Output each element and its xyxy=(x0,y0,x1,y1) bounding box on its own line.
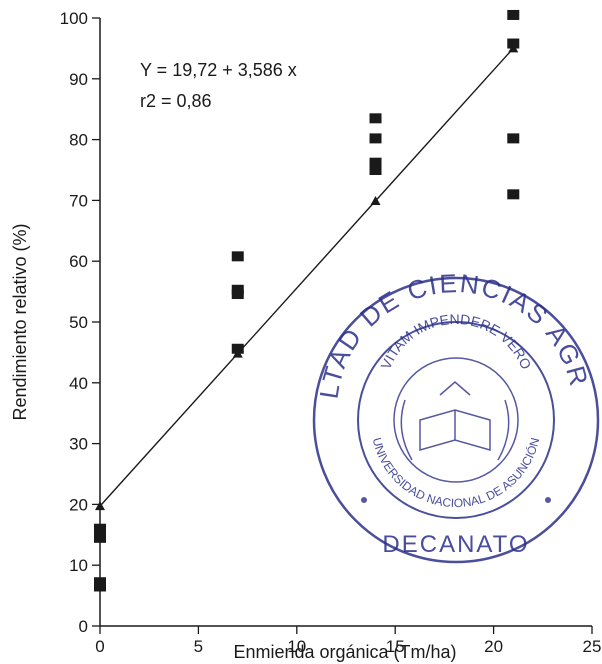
ticks: 0 10 20 30 40 50 60 70 80 90 100 0 5 10 15 20 25 xyxy=(60,9,602,656)
regression-line xyxy=(99,47,514,507)
x-tick-label: 20 xyxy=(484,637,503,656)
y-tick-label: 30 xyxy=(69,435,88,454)
data-points xyxy=(94,9,520,592)
fitted-point-marker xyxy=(508,43,519,53)
fitted-point-marker xyxy=(232,348,243,358)
y-tick-label: 100 xyxy=(60,9,88,28)
y-tick-label: 20 xyxy=(69,495,88,514)
svg-text:DECANATO: DECANATO xyxy=(382,531,529,558)
data-point xyxy=(507,9,520,20)
x-tick-label: 15 xyxy=(386,637,405,656)
regression-line-group xyxy=(99,47,514,507)
y-tick-label: 90 xyxy=(69,70,88,89)
data-point xyxy=(369,133,382,144)
r-squared-label: r2 = 0,86 xyxy=(140,91,212,111)
data-point xyxy=(507,133,520,144)
svg-text:VITAM IMPENDERE VERO: VITAM IMPENDERE VERO xyxy=(377,311,534,372)
y-tick-label: 50 xyxy=(69,313,88,332)
y-tick-label: 10 xyxy=(69,556,88,575)
data-point xyxy=(94,581,106,592)
data-point xyxy=(231,289,244,300)
university-seal: FACULTAD DE CIENCIAS AGRARIAS VITAM IMPE… xyxy=(0,0,600,564)
data-point xyxy=(507,189,520,200)
regression-equation: Y = 19,72 + 3,586 x xyxy=(140,60,297,80)
x-tick-label: 10 xyxy=(287,637,306,656)
y-tick-label: 0 xyxy=(79,617,88,636)
data-point xyxy=(369,157,382,168)
data-point xyxy=(369,113,382,124)
x-tick-label: 0 xyxy=(95,637,104,656)
data-point xyxy=(369,165,382,175)
data-point xyxy=(94,523,106,534)
fitted-point-marker xyxy=(370,196,381,206)
y-axis-title: Rendimiento relativo (%) xyxy=(10,223,30,420)
data-point xyxy=(94,532,106,543)
svg-text:UNIVERSIDAD NACIONAL DE ASUNCI: UNIVERSIDAD NACIONAL DE ASUNCIÓN xyxy=(370,436,543,510)
y-tick-label: 70 xyxy=(69,191,88,210)
x-axis-title: Enmienda orgánica (Tm/ha) xyxy=(233,642,456,662)
y-tick-label: 60 xyxy=(69,252,88,271)
y-tick-label: 80 xyxy=(69,131,88,150)
data-point xyxy=(231,251,244,262)
fitted-point-marker xyxy=(95,501,105,511)
x-tick-label: 25 xyxy=(583,637,602,656)
y-tick-label: 40 xyxy=(69,374,88,393)
x-tick-label: 5 xyxy=(194,637,203,656)
